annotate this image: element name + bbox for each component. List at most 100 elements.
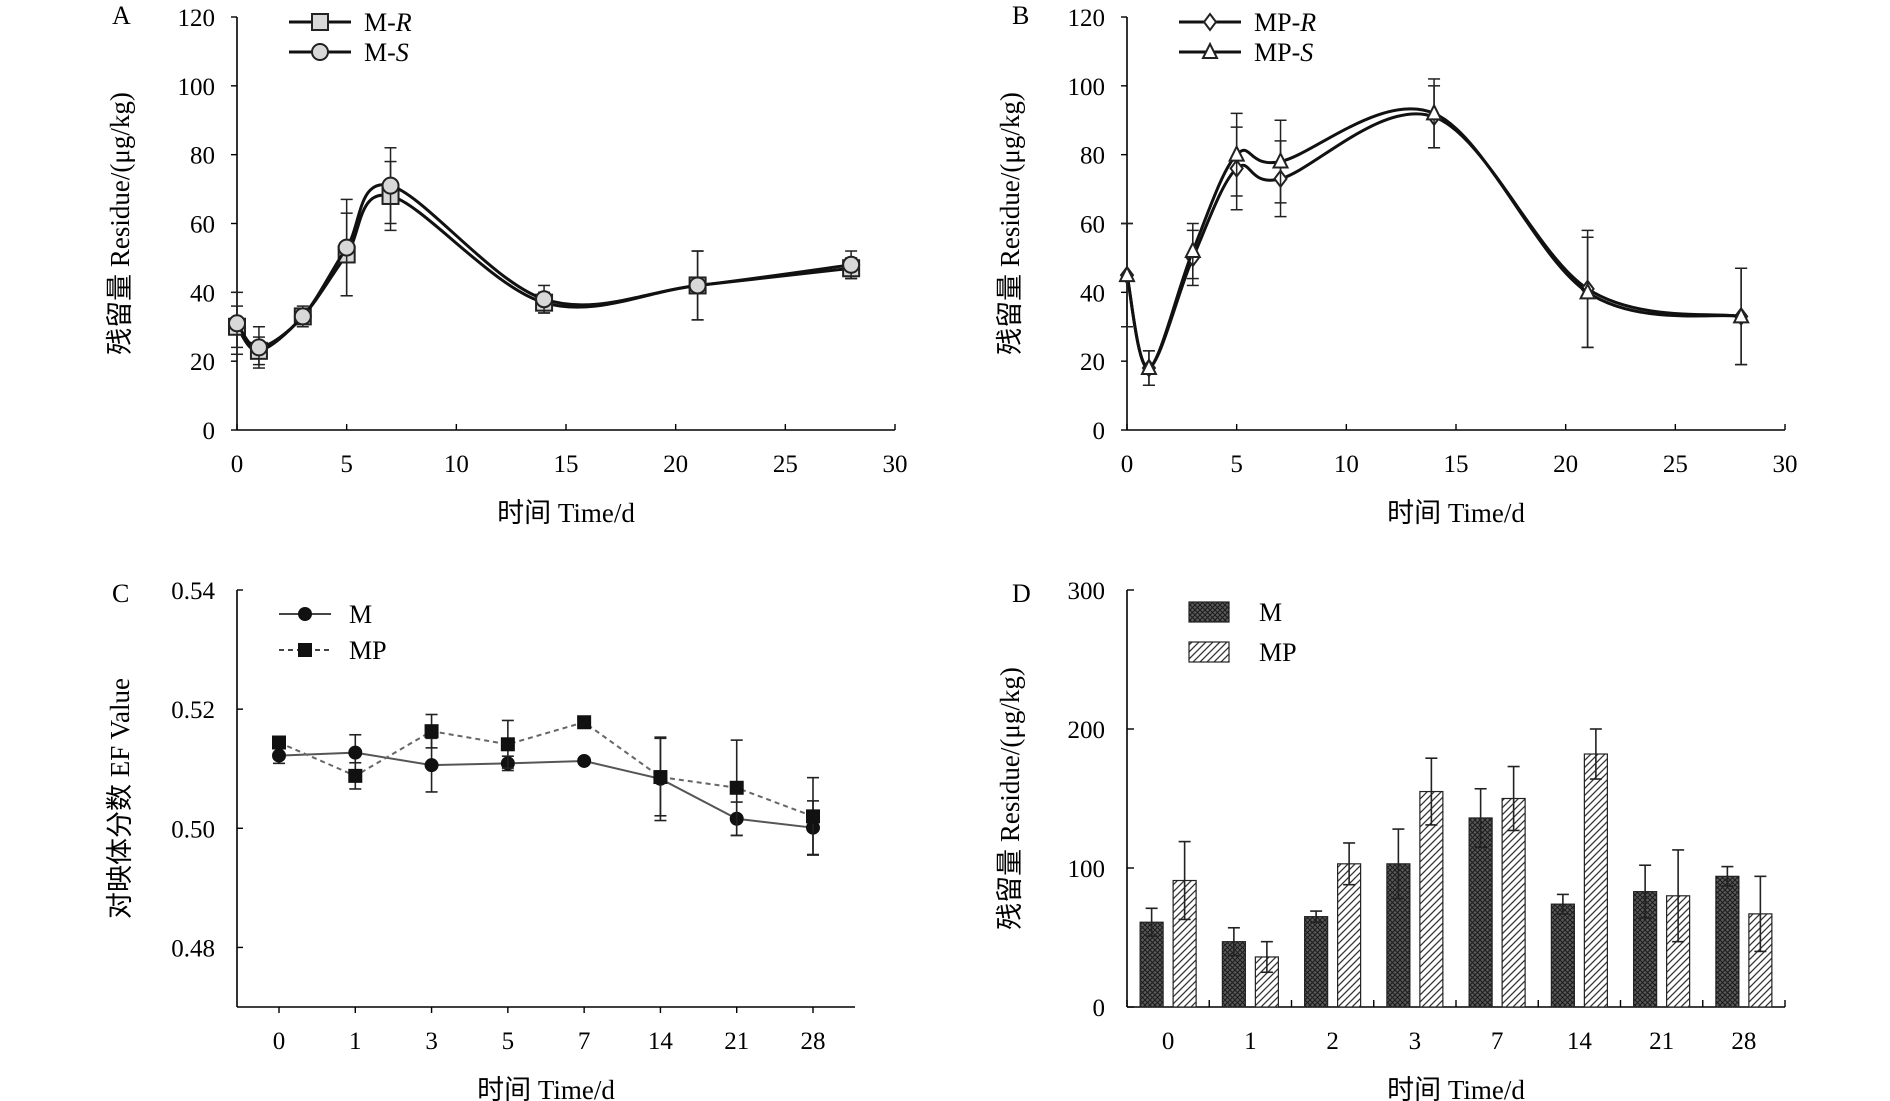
y-tick-label: 20 <box>190 349 215 376</box>
data-point <box>293 307 312 326</box>
legend-marker <box>1202 12 1218 32</box>
data-point <box>729 780 744 795</box>
data-point <box>1425 103 1443 121</box>
legend-label: MP-S <box>1254 38 1313 67</box>
y-tick-label: 100 <box>1068 74 1106 101</box>
legend-label-italic: R <box>1299 8 1316 37</box>
legend-label: MP <box>349 636 387 665</box>
y-tick-label: 0.48 <box>171 935 215 962</box>
y-axis-label: 残留量 Residue/(μg/kg) <box>995 92 1025 355</box>
data-point <box>806 809 820 824</box>
series-1 <box>272 713 820 856</box>
y-axis-label: 残留量 Residue/(μg/kg) <box>105 92 135 355</box>
y-tick-label: 80 <box>1080 143 1105 170</box>
series-1 <box>228 147 861 369</box>
x-tick-label: 5 <box>340 451 353 478</box>
data-point <box>337 238 356 257</box>
legend-label: M <box>349 600 372 629</box>
panel-letter: C <box>112 579 129 608</box>
x-tick-label: 10 <box>1334 451 1359 478</box>
y-tick-label: 20 <box>1080 349 1105 376</box>
legend-label-italic: S <box>1300 38 1313 67</box>
series-line <box>1125 112 1742 370</box>
x-tick-label: 20 <box>1553 451 1578 478</box>
bar <box>1583 753 1608 1008</box>
y-tick-label: 0 <box>203 418 216 445</box>
legend-label: M <box>1259 598 1282 627</box>
data-point <box>688 276 707 295</box>
panel-letter: D <box>1012 579 1031 608</box>
legend-marker <box>311 13 329 31</box>
x-tick-label: 1 <box>349 1028 362 1055</box>
series-line <box>278 721 814 818</box>
legend-marker <box>298 643 312 657</box>
x-tick-label: 28 <box>801 1028 826 1055</box>
x-tick-label: 20 <box>663 451 688 478</box>
panel-letter: B <box>1012 1 1029 30</box>
x-tick-label: 30 <box>1773 451 1798 478</box>
legend-label-main: MP- <box>1254 8 1300 37</box>
data-point <box>228 314 246 333</box>
x-tick-label: 14 <box>648 1028 674 1055</box>
x-tick-label: 0 <box>231 451 244 478</box>
data-point <box>653 770 668 785</box>
y-tick-label: 100 <box>1068 856 1106 883</box>
y-tick-label: 120 <box>1068 5 1106 32</box>
data-point <box>1118 264 1136 283</box>
panel-letter: A <box>112 1 131 30</box>
legend-label-italic: S <box>396 38 409 67</box>
data-point <box>424 724 439 739</box>
x-tick-label: 7 <box>1491 1028 1504 1055</box>
y-axis-label: 残留量 Residue/(μg/kg) <box>995 667 1025 930</box>
x-tick-label: 1 <box>1244 1028 1257 1055</box>
data-point <box>577 715 592 730</box>
x-tick-label: 21 <box>1649 1028 1674 1055</box>
x-axis-label: 时间 Time/d <box>1387 1075 1525 1101</box>
series-1 <box>1118 78 1750 387</box>
bar <box>1550 903 1575 1008</box>
data-point <box>249 338 268 357</box>
legend-label-main: MP- <box>1254 38 1300 67</box>
y-tick-label: 60 <box>1080 212 1105 239</box>
data-point <box>272 748 286 763</box>
data-point <box>577 753 592 768</box>
data-point <box>1228 144 1246 162</box>
y-tick-label: 40 <box>1080 280 1105 307</box>
panel-c: C 0 1 3 5 7 14 21 28 0.48 0.50 0.52 0.54 时间 Time/d 对映体… <box>105 578 855 1101</box>
x-tick-label: 14 <box>1567 1028 1593 1055</box>
x-tick-label: 0 <box>1162 1028 1175 1055</box>
x-tick-label: 0 <box>1121 451 1134 478</box>
legend-marker <box>298 607 312 621</box>
x-tick-label: 3 <box>425 1028 438 1055</box>
y-tick-label: 40 <box>190 280 215 307</box>
x-axis-label: 时间 Time/d <box>477 1075 615 1101</box>
legend-label: M-S <box>364 38 409 67</box>
data-point <box>1184 240 1202 259</box>
x-tick-label: 30 <box>883 451 908 478</box>
data-point <box>500 737 515 752</box>
data-point <box>272 735 286 750</box>
y-axis-label: 对映体分数 EF Value <box>105 678 135 919</box>
data-point <box>1140 357 1158 376</box>
legend-label-italic: R <box>395 8 412 37</box>
y-tick-label: 200 <box>1068 717 1106 744</box>
panel-d: D 0 1 2 3 7 14 21 28 0 100 200 300 时间 Time/d 残留量 Resid… <box>995 578 1786 1101</box>
x-tick-label: 0 <box>273 1028 286 1055</box>
x-tick-label: 21 <box>724 1028 749 1055</box>
bar <box>1304 916 1329 1008</box>
x-tick-label: 3 <box>1409 1028 1422 1055</box>
legend-label: MP-R <box>1254 8 1316 37</box>
x-axis-label: 时间 Time/d <box>497 498 635 528</box>
y-tick-label: 60 <box>190 212 215 239</box>
y-tick-label: 0.52 <box>171 697 215 724</box>
x-tick-label: 5 <box>502 1028 515 1055</box>
legend-swatch <box>1188 601 1230 623</box>
y-tick-label: 0.54 <box>171 578 215 605</box>
data-point <box>1271 151 1290 169</box>
series-line <box>235 193 852 353</box>
data-point <box>424 758 439 773</box>
x-axis-label: 时间 Time/d <box>1387 498 1525 528</box>
y-tick-label: 300 <box>1068 578 1106 605</box>
x-tick-label: 5 <box>1230 451 1243 478</box>
